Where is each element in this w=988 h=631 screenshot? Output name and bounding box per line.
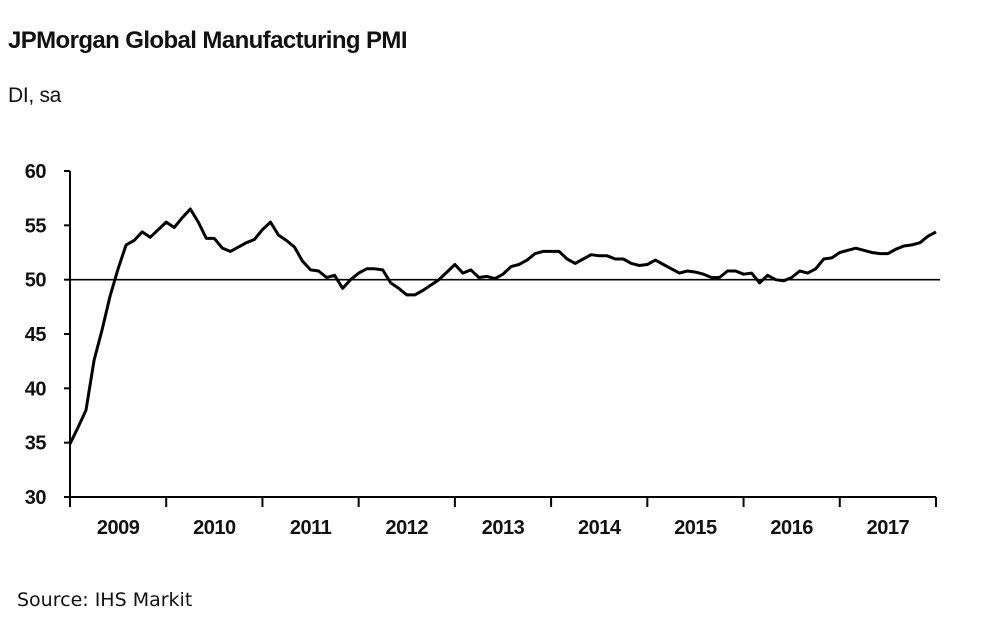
source-note: Source: IHS Markit xyxy=(17,589,192,611)
chart-title: JPMorgan Global Manufacturing PMI xyxy=(8,27,407,54)
x-tick-label: 2011 xyxy=(290,517,332,539)
x-tick-label: 2012 xyxy=(386,517,429,539)
x-tick-label: 2016 xyxy=(770,517,813,539)
y-tick-label: 30 xyxy=(25,487,47,509)
chart-subtitle: DI, sa xyxy=(8,84,62,107)
x-tick-label: 2015 xyxy=(674,517,717,539)
series-line xyxy=(68,207,937,445)
y-tick-label: 60 xyxy=(25,161,47,183)
y-tick-label: 50 xyxy=(25,270,47,292)
x-tick-label: 2009 xyxy=(97,517,140,539)
y-tick-label: 55 xyxy=(25,215,47,237)
y-tick-label: 40 xyxy=(25,378,47,400)
x-tick-label: 2010 xyxy=(193,517,236,539)
x-tick-label: 2014 xyxy=(578,517,622,539)
x-tick-label: 2013 xyxy=(482,517,525,539)
y-tick-label: 45 xyxy=(25,324,47,346)
y-tick-label: 35 xyxy=(25,433,47,455)
x-tick-label: 2017 xyxy=(867,517,910,539)
